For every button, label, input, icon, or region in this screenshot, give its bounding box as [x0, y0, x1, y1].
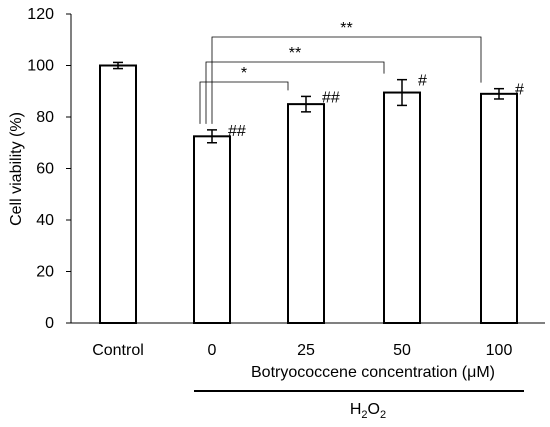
significance-bracket — [199, 81, 289, 124]
bar-annotation: # — [418, 73, 427, 90]
x-tick-label: 100 — [486, 342, 513, 359]
significance-bracket — [205, 61, 385, 124]
y-tick-label: 60 — [36, 161, 54, 178]
y-tick-label: 120 — [27, 6, 54, 23]
x-tick-labels: Control 0 25 50 100 — [92, 342, 512, 359]
bar — [287, 103, 325, 324]
x-axis-title: Botryococcene concentration (μM) — [251, 364, 495, 381]
significance-label: ** — [340, 20, 352, 37]
x-tick-label: Control — [92, 342, 144, 359]
significance-label: * — [241, 65, 247, 82]
bar — [480, 92, 518, 324]
y-tick-label: 40 — [36, 212, 54, 229]
bar — [99, 64, 137, 324]
bars-layer: ###### — [99, 61, 524, 324]
y-axis-title: Cell viability (%) — [8, 112, 25, 226]
x-tick-label: 50 — [393, 342, 411, 359]
y-tick-label: 80 — [36, 109, 54, 126]
significance-bracket — [211, 36, 482, 124]
significance-layer: ***** — [199, 20, 482, 124]
x-tick-label: 0 — [208, 342, 217, 359]
y-tick-label: 20 — [36, 264, 54, 281]
significance-label: ** — [289, 45, 301, 62]
bar-annotation: # — [515, 82, 524, 99]
x-tick-label: 25 — [297, 342, 315, 359]
bar — [193, 135, 231, 324]
bar — [383, 91, 421, 324]
bar-annotation: ## — [322, 89, 340, 106]
y-tick-label: 100 — [27, 58, 54, 75]
y-tick-label: 0 — [45, 315, 54, 332]
bar-annotation: ## — [228, 123, 246, 140]
y-axis: 0 20 40 60 80 100 120 — [27, 6, 71, 332]
group-label: H2O2 — [350, 401, 386, 421]
